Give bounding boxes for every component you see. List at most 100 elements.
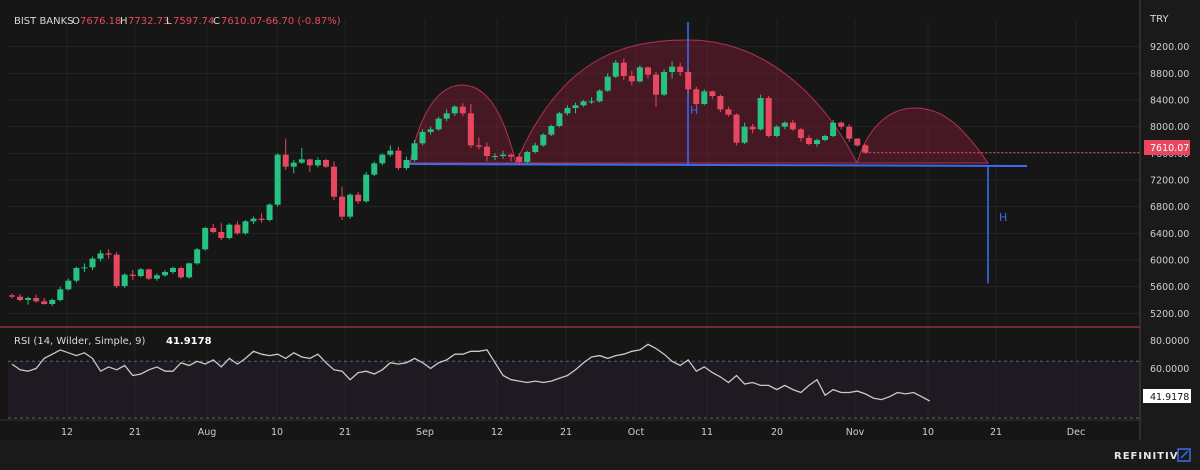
candle xyxy=(57,286,64,302)
candle xyxy=(572,102,579,114)
candle xyxy=(644,66,651,79)
target-height-label: H xyxy=(999,211,1007,224)
right-shoulder-arc xyxy=(856,107,989,164)
candle xyxy=(443,109,450,122)
candle-body xyxy=(395,150,402,168)
time-tick-label: 21 xyxy=(129,427,141,438)
candle-body xyxy=(443,113,450,119)
candle-body xyxy=(218,232,225,238)
candle-body xyxy=(73,268,80,281)
candle xyxy=(41,298,48,305)
price-tick-label: 6800.00 xyxy=(1150,202,1189,213)
candle xyxy=(685,70,692,94)
price-tick-label: 5200.00 xyxy=(1150,309,1189,320)
rsi-tick-80: 80.0000 xyxy=(1150,336,1189,347)
candle-body xyxy=(170,268,176,272)
candle-body xyxy=(556,113,563,126)
candle xyxy=(194,248,201,265)
candle-body xyxy=(725,109,732,115)
brand-logo: REFINITIV xyxy=(1114,451,1178,462)
candle xyxy=(395,146,402,170)
candle-body xyxy=(65,280,72,290)
candle xyxy=(459,103,466,116)
time-tick-label: Nov xyxy=(846,427,865,438)
candle xyxy=(805,135,812,146)
candle-body xyxy=(451,106,458,114)
time-tick-label: 20 xyxy=(771,427,783,438)
candle xyxy=(596,89,603,103)
candle xyxy=(89,256,96,270)
candle xyxy=(161,270,168,277)
candle xyxy=(556,112,563,128)
candle xyxy=(588,97,595,104)
candle-body xyxy=(604,76,611,91)
candle-body xyxy=(202,228,209,250)
candle xyxy=(435,116,442,131)
candle-body xyxy=(331,166,337,197)
candle xyxy=(121,273,128,288)
candle-body xyxy=(435,118,442,130)
candle xyxy=(129,270,136,280)
price-tick-label: 6400.00 xyxy=(1150,229,1189,240)
candle xyxy=(186,262,193,279)
candle-body xyxy=(371,163,378,175)
candle-body xyxy=(524,152,531,162)
candle-body xyxy=(314,160,321,166)
candle-body xyxy=(838,122,845,127)
candle xyxy=(661,69,668,96)
candle xyxy=(789,120,796,131)
candle-body xyxy=(628,76,635,82)
candle xyxy=(797,128,804,142)
candle xyxy=(33,294,40,303)
candle xyxy=(773,125,780,138)
candle-body xyxy=(161,272,168,276)
price-tick-label: 8800.00 xyxy=(1150,69,1189,80)
candle xyxy=(226,223,233,240)
candle-body xyxy=(653,74,659,95)
candle-body xyxy=(733,114,740,143)
candle-body xyxy=(757,98,764,130)
candle xyxy=(355,192,362,204)
candle xyxy=(339,186,346,220)
candle-body xyxy=(242,221,249,234)
candle xyxy=(282,138,289,170)
candle-body xyxy=(508,154,515,157)
candle xyxy=(701,89,708,106)
high-label: H xyxy=(120,16,128,27)
candle-body xyxy=(572,105,579,108)
close-value: 7610.07 xyxy=(221,16,262,27)
candle-body xyxy=(145,269,152,279)
candle-body xyxy=(121,274,128,286)
candle-body xyxy=(322,160,329,167)
candle-body xyxy=(347,194,354,217)
candle xyxy=(371,161,378,176)
close-label: C xyxy=(213,16,220,27)
candle-body xyxy=(854,138,861,146)
candle-body xyxy=(250,218,257,222)
time-tick-label: 12 xyxy=(491,427,503,438)
open-value: 7676.18 xyxy=(80,16,121,27)
change-value: -66.70 (-0.87%) xyxy=(262,16,341,27)
open-label: O xyxy=(72,16,80,27)
time-tick-label: 21 xyxy=(560,427,572,438)
low-label: L xyxy=(166,16,172,27)
candle xyxy=(862,144,869,154)
candle-body xyxy=(636,67,643,82)
time-tick-label: 12 xyxy=(61,427,73,438)
candle xyxy=(854,138,861,147)
candle xyxy=(749,124,756,134)
candle xyxy=(612,60,619,78)
candle-body xyxy=(274,154,281,205)
candle-body xyxy=(427,129,434,132)
candle xyxy=(97,250,104,262)
symbol-label: BIST BANKS xyxy=(14,16,74,27)
candle xyxy=(467,104,474,148)
candle xyxy=(677,62,684,76)
candle-body xyxy=(781,122,788,127)
candle xyxy=(669,61,676,79)
candle-body xyxy=(677,66,684,72)
rsi-label: RSI (14, Wilder, Simple, 9) xyxy=(14,336,145,347)
candle xyxy=(475,137,482,150)
candle-body xyxy=(620,62,627,76)
